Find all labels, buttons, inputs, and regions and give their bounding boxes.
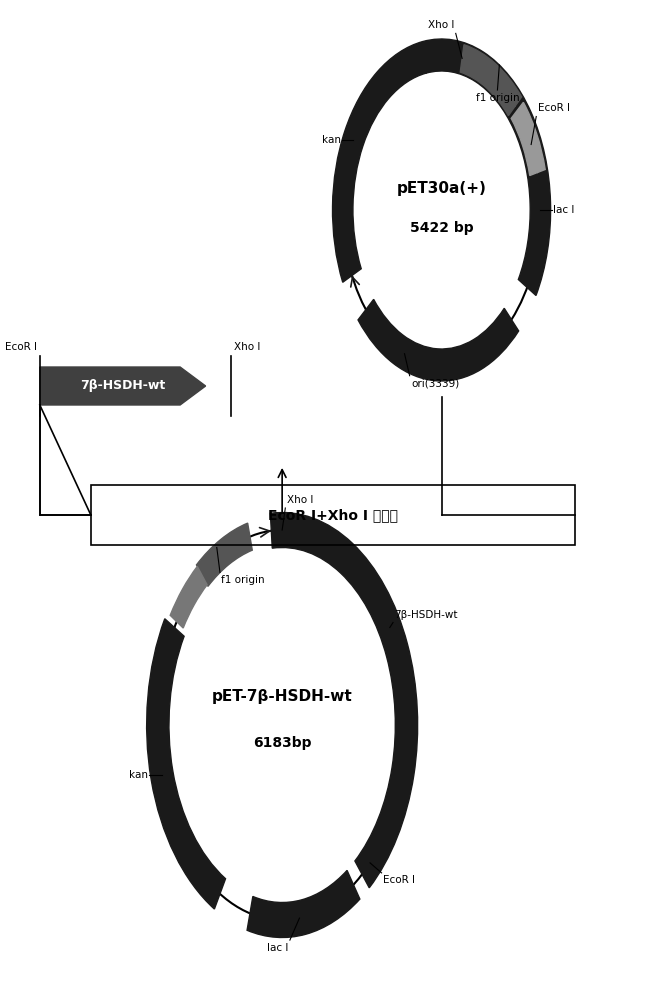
Wedge shape	[247, 870, 360, 937]
Wedge shape	[422, 39, 550, 296]
Text: 7β-HSDH-wt: 7β-HSDH-wt	[80, 379, 166, 392]
Text: 5422 bp: 5422 bp	[409, 221, 473, 235]
Text: 6183bp: 6183bp	[253, 736, 312, 750]
Wedge shape	[271, 513, 418, 888]
Text: EcoR I: EcoR I	[383, 875, 415, 885]
Wedge shape	[511, 102, 545, 176]
Text: kan: kan	[129, 770, 148, 780]
Text: 7β-HSDH-wt: 7β-HSDH-wt	[394, 610, 458, 620]
FancyArrow shape	[40, 367, 205, 405]
Wedge shape	[333, 42, 426, 282]
Text: EcoR I+Xho I 双酶切: EcoR I+Xho I 双酶切	[268, 508, 398, 522]
Wedge shape	[196, 523, 252, 586]
Wedge shape	[460, 45, 522, 116]
Text: Xho I: Xho I	[428, 20, 454, 30]
Text: f1 origin: f1 origin	[221, 575, 265, 585]
Text: lac I: lac I	[267, 943, 289, 953]
Text: pET-7β-HSDH-wt: pET-7β-HSDH-wt	[212, 690, 353, 704]
Text: kan: kan	[321, 135, 341, 145]
Text: ori(3339): ori(3339)	[411, 379, 459, 389]
Text: f1 origin: f1 origin	[475, 93, 519, 103]
Wedge shape	[170, 566, 207, 628]
Text: pET30a(+): pET30a(+)	[396, 180, 486, 196]
Text: Xho I: Xho I	[234, 342, 261, 352]
Text: EcoR I: EcoR I	[537, 103, 569, 113]
Wedge shape	[358, 299, 519, 381]
Wedge shape	[147, 619, 226, 909]
Text: Xho I: Xho I	[287, 495, 313, 505]
Text: lac I: lac I	[553, 205, 574, 215]
Text: EcoR I: EcoR I	[5, 342, 37, 352]
